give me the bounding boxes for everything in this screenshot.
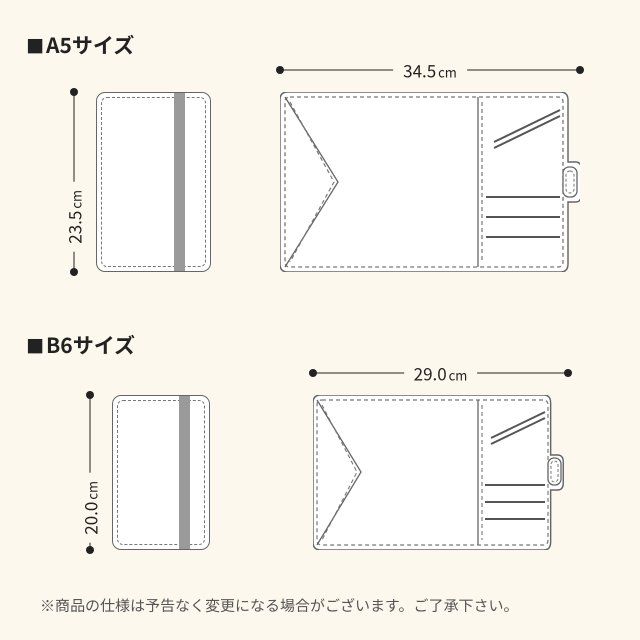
stitch-line [101,97,206,267]
title-text: B6サイズ [46,330,135,360]
disclaimer-text: ※商品の仕様は予告なく変更になる場合がございます。ご了承下さい。 [40,595,519,616]
open-cover-b6 [313,395,568,550]
stitch-line [117,400,205,545]
width-label-a5: 34.5cm [393,56,467,85]
bullet-icon: ■ [26,33,44,59]
dim-dot [70,268,78,276]
width-label-b6: 29.0cm [404,359,478,388]
title-text: A5サイズ [46,30,134,60]
height-label-a5: 23.5cm [60,182,89,252]
section-title-a5: ■A5サイズ [26,30,134,60]
closed-cover-a5 [96,92,211,272]
bullet-icon: ■ [26,333,44,359]
dim-dot [86,391,94,399]
dim-dot [576,66,584,74]
elastic-band [174,93,185,271]
closed-cover-b6 [112,395,210,550]
section-title-b6: ■B6サイズ [26,330,135,360]
dim-dot [86,546,94,554]
dim-dot [70,88,78,96]
open-cover-a5 [280,92,580,272]
elastic-band [179,396,190,549]
dim-dot [276,66,284,74]
height-label-b6: 20.0cm [76,473,105,543]
dim-dot [309,369,317,377]
dim-dot [564,369,572,377]
